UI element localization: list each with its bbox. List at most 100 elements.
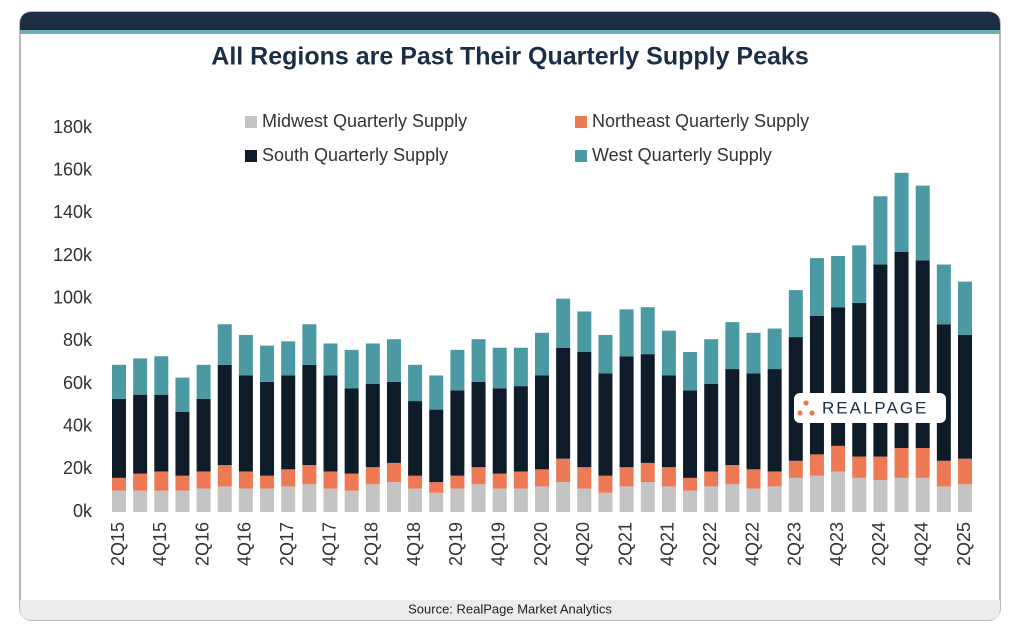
header-stripe: [20, 30, 1000, 34]
logo-dot: [797, 410, 803, 416]
bar-segment: [386, 339, 401, 382]
bar-segment: [915, 477, 930, 512]
bar-segment: [788, 290, 803, 338]
bar-segment: [725, 484, 740, 512]
legend-swatch: [575, 116, 587, 128]
x-tick-label: 2Q22: [700, 522, 720, 566]
bar-segment: [683, 477, 698, 491]
bar-segment: [788, 477, 803, 512]
bar-segment: [577, 352, 592, 468]
bar-segment: [831, 256, 846, 308]
bar-segment: [133, 490, 148, 512]
bar-segment: [640, 307, 655, 355]
x-tick-label: 4Q17: [319, 522, 339, 566]
bar-segment: [915, 185, 930, 261]
bar-segment: [556, 298, 571, 348]
bar-segment: [429, 492, 444, 512]
legend-swatch: [245, 116, 257, 128]
bar-segment: [302, 324, 317, 365]
bar-segment: [112, 490, 126, 512]
bar-segment: [217, 486, 232, 512]
bar-segment: [217, 465, 232, 487]
bar-segment: [683, 390, 698, 478]
bar-segment: [535, 486, 549, 512]
bar-segment: [513, 488, 528, 512]
y-tick-label: 20k: [63, 458, 93, 478]
legend-label: Midwest Quarterly Supply: [262, 111, 467, 131]
bar-segment: [535, 332, 549, 376]
bar-segment: [746, 373, 761, 470]
bar-segment: [238, 334, 253, 376]
bar-segment: [936, 460, 951, 487]
bar-segment: [365, 384, 380, 468]
legend-swatch: [575, 150, 587, 162]
bar-segment: [450, 349, 465, 391]
bar-segment: [725, 465, 740, 485]
x-tick-label: 2Q19: [446, 522, 466, 566]
bar-segment: [344, 490, 359, 512]
bar-segment: [958, 458, 972, 485]
bar-segment: [852, 456, 867, 478]
bar-segment: [831, 445, 846, 472]
x-tick-label: 2Q23: [785, 522, 805, 566]
bar-segment: [175, 475, 190, 491]
bar-segment: [344, 388, 359, 474]
bar-segment: [767, 369, 782, 472]
bar-segment: [408, 364, 423, 402]
x-tick-label: 2Q24: [869, 522, 889, 566]
bar-segment: [598, 373, 613, 476]
legend-label: West Quarterly Supply: [592, 145, 772, 165]
x-tick-label: 4Q22: [742, 522, 762, 566]
bar-segment: [725, 369, 740, 466]
logo-dot: [803, 400, 809, 406]
x-tick-label: 4Q21: [658, 522, 678, 566]
bar-segment: [640, 482, 655, 512]
y-tick-label: 60k: [63, 373, 93, 393]
bar-segment: [408, 475, 423, 489]
bar-segment: [365, 467, 380, 485]
bar-segment: [154, 356, 169, 395]
bar-segment: [471, 467, 486, 485]
bar-segment: [619, 356, 634, 468]
bar-segment: [640, 462, 655, 483]
bar-segment: [386, 482, 401, 512]
bar-segment: [788, 460, 803, 478]
bar-segment: [513, 471, 528, 489]
bar-segment: [556, 458, 571, 483]
bar-segment: [408, 488, 423, 512]
bar-segment: [936, 264, 951, 325]
bar-segment: [112, 398, 126, 478]
bar-segment: [873, 456, 888, 480]
bar-segment: [598, 492, 613, 512]
bar-segment: [894, 448, 909, 478]
x-tick-label: 4Q18: [404, 522, 424, 566]
bar-segment: [323, 343, 338, 376]
bar-segment: [556, 482, 571, 512]
legend-swatch: [245, 150, 257, 162]
bar-segment: [344, 349, 359, 389]
bar-segment: [281, 469, 296, 487]
bar-segment: [958, 281, 972, 335]
chart-title: All Regions are Past Their Quarterly Sup…: [211, 43, 808, 71]
bar-segment: [894, 477, 909, 512]
bar-segment: [260, 345, 275, 382]
bar-segment: [408, 401, 423, 476]
bar-segment: [112, 364, 126, 399]
bar-segment: [873, 264, 888, 457]
bar-segment: [260, 488, 275, 512]
bar-segment: [894, 172, 909, 252]
bar-segment: [767, 328, 782, 370]
y-tick-label: 40k: [63, 415, 93, 435]
y-tick-label: 0k: [73, 501, 93, 521]
bar-segment: [873, 196, 888, 265]
bar-segment: [492, 347, 507, 389]
bar-segment: [196, 471, 211, 489]
bar-segment: [492, 388, 507, 474]
bar-segment: [323, 488, 338, 512]
bar-segment: [619, 486, 634, 512]
bar-segment: [831, 471, 846, 512]
bar-segment: [683, 352, 698, 391]
bar-segment: [852, 245, 867, 303]
bar-segment: [302, 465, 317, 485]
y-tick-label: 180k: [53, 117, 93, 137]
